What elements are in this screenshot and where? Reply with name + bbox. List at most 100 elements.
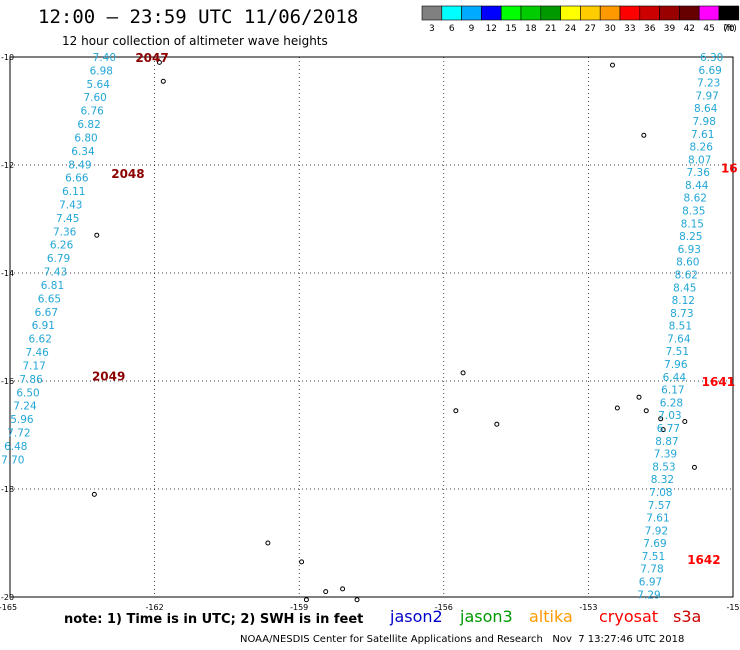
wave-height-value: 6.28	[660, 397, 683, 409]
legend-label: 27	[585, 24, 596, 34]
wave-height-value: 8.07	[688, 154, 711, 166]
legend-label: 42	[684, 24, 695, 34]
wave-height-value: 6.66	[65, 173, 89, 185]
wave-height-value: 6.50	[16, 387, 39, 399]
legend-label: 30	[604, 24, 616, 34]
legend-label: 12	[486, 24, 497, 34]
wave-height-value: 8.62	[675, 269, 698, 281]
island-marker	[156, 59, 162, 65]
wave-height-value: 6.44	[663, 372, 687, 384]
island-marker	[354, 597, 360, 603]
wave-height-value: 6.79	[47, 253, 70, 265]
wave-height-value: 6.30	[700, 52, 723, 64]
wave-height-value: 6.26	[50, 240, 74, 252]
wave-height-value: 8.26	[690, 142, 714, 154]
wave-height-value: 7.36	[687, 167, 711, 179]
pass-number-label: 2049	[92, 370, 125, 384]
wave-height-value: 7.69	[643, 538, 666, 550]
wave-height-value: 7.45	[56, 213, 79, 225]
island-marker	[323, 589, 329, 595]
wave-height-value: 8.73	[670, 308, 693, 320]
island-marker	[494, 421, 500, 427]
wave-height-value: 6.91	[32, 320, 55, 332]
island-marker	[160, 78, 166, 84]
wave-height-value: 8.51	[669, 321, 692, 333]
wave-height-value: 6.98	[90, 65, 113, 77]
wave-height-value: 8.62	[684, 193, 707, 205]
wave-height-value: 7.43	[44, 267, 67, 279]
wave-height-value: 8.25	[679, 231, 702, 243]
legend-label: 33	[624, 24, 635, 34]
island-marker	[691, 464, 697, 470]
wave-height-value: 6.62	[29, 334, 52, 346]
island-marker	[610, 62, 615, 68]
pass-number-label: 1641	[702, 375, 735, 389]
island-marker	[299, 559, 305, 565]
wave-height-value: 8.49	[68, 159, 91, 171]
island-marker	[641, 132, 647, 138]
island-marker	[340, 586, 346, 592]
wave-height-value: 6.82	[77, 119, 100, 131]
wave-height-value: 5.64	[87, 79, 111, 91]
lon-tick-label: -159	[290, 603, 308, 612]
island-marker	[614, 405, 620, 411]
wave-height-value: 7.64	[667, 333, 691, 345]
wave-height-value: 8.15	[681, 218, 704, 230]
wave-height-value: 8.87	[655, 436, 678, 448]
wave-height-value: 6.48	[4, 441, 27, 453]
legend-swatch	[718, 5, 740, 21]
island-marker	[94, 232, 100, 238]
wave-height-value: 7.51	[666, 346, 689, 358]
legend-unit: (ft)	[723, 24, 737, 34]
wave-height-value: 8.60	[676, 257, 699, 269]
legend-label: 9	[469, 24, 475, 34]
wave-height-value: 7.92	[645, 525, 668, 537]
lon-tick-label: -162	[146, 603, 164, 612]
sat-label-cryosat: cryosat	[599, 607, 659, 626]
wave-height-value: 7.98	[693, 116, 716, 128]
island-marker	[636, 394, 642, 400]
pass-number-label: 2047	[135, 51, 168, 65]
sat-label-s3a: s3a	[673, 607, 702, 626]
wave-height-value: 7.72	[7, 427, 30, 439]
wave-height-value: 8.32	[651, 474, 674, 486]
footnote-text: note: 1) Time is in UTC; 2) SWH is in fe…	[64, 612, 364, 627]
pass-number-label: 1642	[687, 553, 720, 567]
pass-number-label: 2048	[111, 167, 144, 181]
credit-line: NOAA/NESDIS Center for Satellite Applica…	[240, 634, 685, 645]
wave-height-value: 6.80	[74, 132, 97, 144]
island-marker	[303, 597, 309, 603]
wave-height-value: 6.11	[62, 186, 85, 198]
wave-height-value: 8.44	[685, 180, 709, 192]
legend-label: 39	[664, 24, 676, 34]
legend-label: 45	[703, 24, 714, 34]
lat-tick-label: -18	[1, 485, 14, 494]
wave-height-legend: 3 6 9 12 15 18 21 24 27 30 33 36 39 42 45 70(ft)	[421, 5, 740, 34]
wave-height-value: 6.77	[657, 423, 680, 435]
wave-height-value: 7.24	[13, 401, 37, 413]
wave-height-value: 6.81	[41, 280, 64, 292]
wave-height-value: 6.69	[698, 65, 721, 77]
wave-height-value: 7.97	[695, 90, 718, 102]
wave-height-value: 6.17	[661, 385, 684, 397]
wave-height-value: 8.53	[652, 461, 675, 473]
wave-height-value: 7.39	[654, 449, 677, 461]
sat-label-altika: altika	[529, 607, 573, 626]
lon-tick-label: -165	[0, 603, 17, 612]
island-marker	[658, 416, 664, 422]
sat-label-jason3: jason3	[460, 607, 513, 626]
wave-height-value: 8.35	[682, 206, 705, 218]
legend-label: 36	[644, 24, 656, 34]
lat-tick-label: -10	[1, 53, 14, 62]
legend-label: 6	[449, 24, 455, 34]
legend-label: 21	[545, 24, 556, 34]
wave-height-value: 6.65	[38, 293, 61, 305]
wave-height-value: 7.29	[637, 589, 660, 601]
wave-height-value: 7.08	[649, 487, 672, 499]
wave-height-value: 7.46	[25, 347, 49, 359]
legend-label: 70	[723, 24, 735, 34]
legend-label: 15	[505, 24, 516, 34]
lon-tick-label: -15	[726, 603, 739, 612]
map-frame	[9, 56, 734, 598]
